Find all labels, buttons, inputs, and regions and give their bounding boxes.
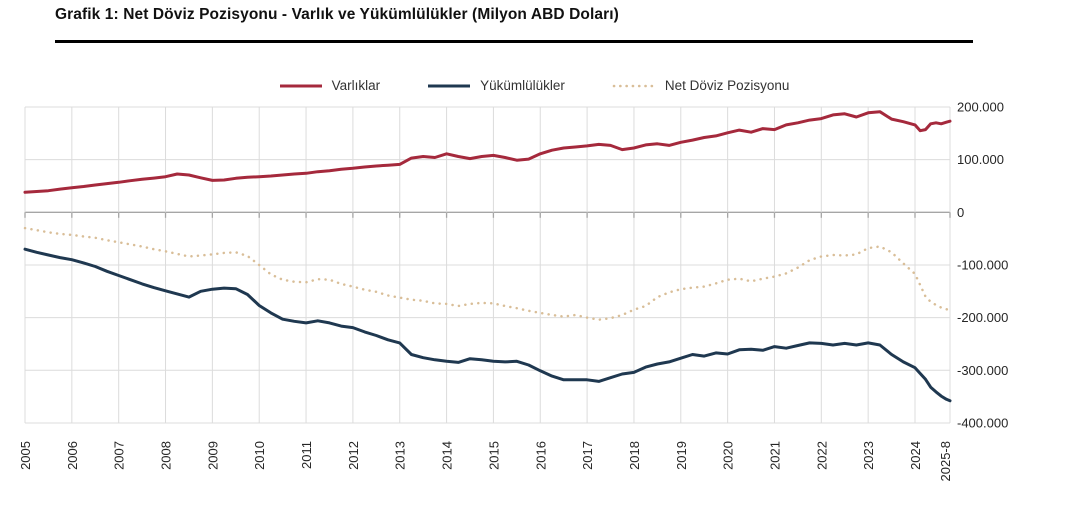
x-axis-label: 2022 bbox=[814, 441, 829, 470]
chart-title: Grafik 1: Net Döviz Pozisyonu - Varlık v… bbox=[55, 6, 619, 23]
legend-line-varliklar-icon bbox=[279, 84, 322, 87]
x-axis-label: 2024 bbox=[908, 441, 923, 470]
x-axis-label: 2012 bbox=[346, 441, 361, 470]
legend-item-yukumlulukler: Yükümlülükler bbox=[426, 78, 565, 93]
y-axis-label: -100.000 bbox=[957, 257, 1008, 272]
x-axis-label: 2005 bbox=[18, 441, 33, 470]
y-axis-label: -400.000 bbox=[957, 415, 1008, 430]
x-axis-label: 2009 bbox=[205, 441, 220, 470]
legend-item-net-doviz-pozisyonu: Net Döviz Pozisyonu bbox=[611, 78, 790, 93]
x-axis-label: 2018 bbox=[627, 441, 642, 470]
legend-item-varliklar: Varlıklar bbox=[278, 78, 381, 93]
x-axis-label: 2023 bbox=[861, 441, 876, 470]
y-axis-label: 0 bbox=[957, 205, 964, 220]
x-axis-label: 2020 bbox=[721, 441, 736, 470]
x-axis-label: 2021 bbox=[767, 441, 782, 470]
y-axis-label: -200.000 bbox=[957, 310, 1008, 325]
legend-label-yukumlulukler: Yükümlülükler bbox=[480, 78, 565, 93]
series-line-net-doviz-pozisyonu bbox=[23, 226, 952, 321]
title-underline bbox=[55, 40, 973, 43]
legend-label-varliklar: Varlıklar bbox=[331, 78, 381, 93]
series-line-varliklar bbox=[23, 110, 952, 194]
x-axis-label: 2013 bbox=[393, 441, 408, 470]
x-axis-label: 2008 bbox=[159, 441, 174, 470]
y-axis-label: 200.000 bbox=[957, 99, 1004, 114]
x-axis-label: 2007 bbox=[112, 441, 127, 470]
legend-dotted-line-net-icon bbox=[612, 84, 657, 87]
x-axis-label: 2017 bbox=[580, 441, 595, 470]
x-axis-label: 2016 bbox=[533, 441, 548, 470]
x-axis-label: 2010 bbox=[252, 441, 267, 470]
x-axis-label: 2011 bbox=[299, 441, 314, 469]
legend-label-net-doviz-pozisyonu: Net Döviz Pozisyonu bbox=[664, 78, 790, 93]
x-axis-label: 2019 bbox=[674, 441, 689, 470]
legend-line-yukumlulukler-icon bbox=[428, 84, 471, 87]
x-axis-label: 2014 bbox=[440, 441, 455, 470]
series-line-yukumlulukler bbox=[23, 247, 952, 403]
y-axis-label: 100.000 bbox=[957, 152, 1004, 167]
x-axis-label: 2015 bbox=[486, 441, 501, 470]
legend: Varlıklar Yükümlülükler Net Döviz Pozisy… bbox=[0, 78, 1067, 93]
x-axis-label: 2006 bbox=[65, 441, 80, 470]
x-axis-label: 2025-8 bbox=[938, 441, 953, 481]
y-axis-label: -300.000 bbox=[957, 363, 1008, 378]
